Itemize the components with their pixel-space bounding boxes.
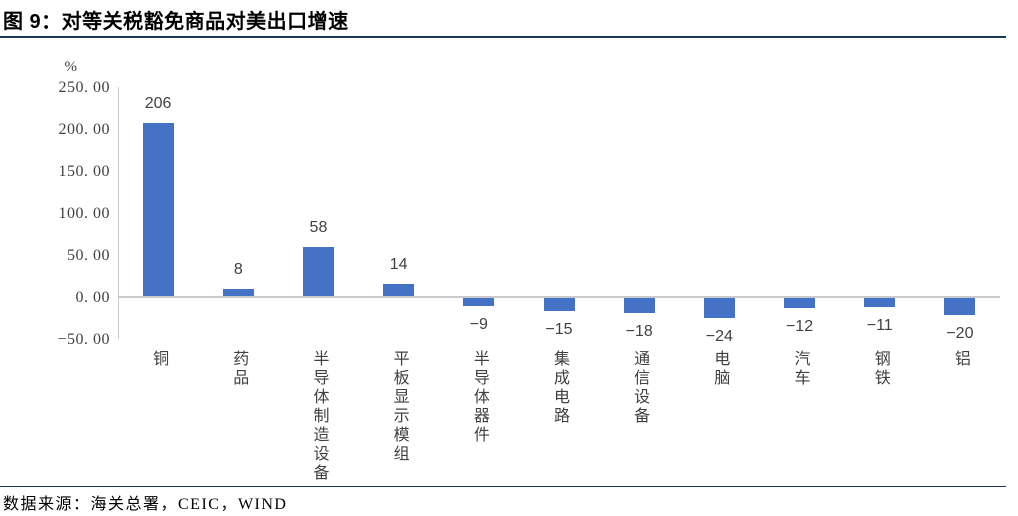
x-category-label: 汽车	[791, 350, 809, 388]
x-category-label: 通信设备	[631, 350, 649, 426]
figure-title: 图 9：对等关税豁免商品对美出口增速	[3, 11, 349, 33]
x-category-label: 铜	[150, 350, 168, 369]
bar	[703, 298, 735, 319]
y-axis-tick-label: 50. 00	[67, 247, 110, 264]
x-category-label: 铝	[951, 350, 969, 369]
bar	[784, 298, 816, 309]
bar-value-label: 8	[233, 261, 243, 279]
data-source: 数据来源：海关总署，CEIC，WIND	[3, 496, 288, 513]
bar	[864, 298, 896, 308]
x-category-label: 半导体制造设备	[310, 350, 328, 483]
y-axis-tick-label: 0. 00	[75, 289, 110, 306]
bar-value-label: 58	[309, 219, 328, 237]
bar-value-label: −12	[785, 318, 814, 336]
zero-baseline	[118, 296, 1000, 298]
bar-value-label: −18	[625, 323, 653, 341]
bar-value-label: −24	[705, 328, 733, 346]
bar	[383, 284, 415, 296]
y-axis-line	[118, 87, 119, 339]
bar-value-label: −9	[469, 315, 488, 333]
x-category-label: 电脑	[711, 350, 729, 388]
x-category-label: 平板显示模组	[390, 350, 408, 464]
bar	[623, 298, 655, 314]
bar-value-label: −20	[946, 324, 974, 342]
footer-divider	[0, 486, 1006, 487]
y-axis-tick-label: 100. 00	[58, 205, 110, 222]
bar	[302, 247, 334, 296]
x-category-label: 药品	[230, 350, 248, 388]
y-axis-unit-label: %	[64, 59, 78, 75]
y-axis-tick-label: 200. 00	[58, 121, 110, 138]
y-axis-tick-label: −50. 00	[57, 331, 110, 348]
y-axis-tick-label: 250. 00	[58, 79, 110, 96]
bar	[222, 289, 254, 296]
bar-value-label: −11	[866, 317, 893, 335]
bar-value-label: −15	[545, 320, 573, 338]
bar	[142, 122, 174, 296]
bar-value-label: 206	[144, 94, 172, 112]
x-category-label: 集成电路	[551, 350, 568, 426]
y-axis-tick-label: 150. 00	[58, 163, 110, 180]
title-divider	[0, 36, 1006, 38]
x-category-label: 半导体器件	[470, 350, 488, 445]
bar	[944, 298, 976, 315]
bar-value-label: 14	[389, 256, 408, 274]
x-category-label: 钢铁	[871, 350, 889, 388]
bar	[543, 298, 575, 311]
bar	[463, 298, 495, 306]
